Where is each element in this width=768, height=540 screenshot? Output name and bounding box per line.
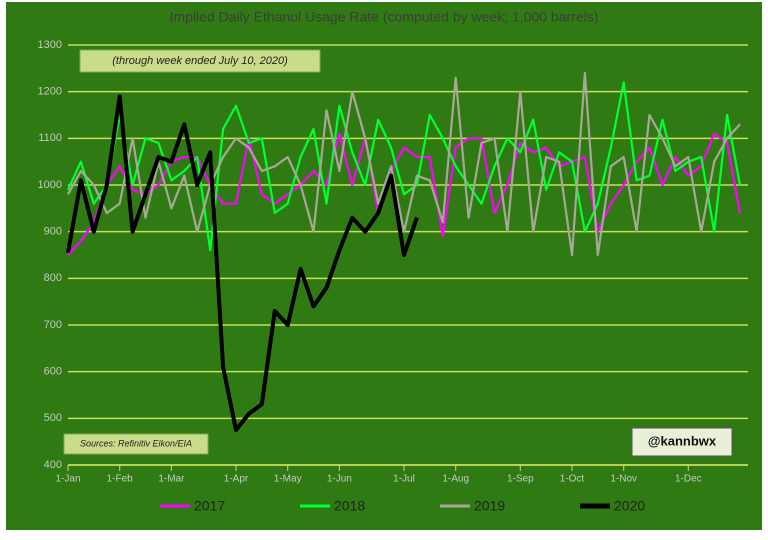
y-tick-label: 1300 xyxy=(38,39,62,51)
series-line xyxy=(66,94,419,432)
x-tick-label: 1-Mar xyxy=(158,474,185,485)
y-tick-label: 500 xyxy=(44,412,62,424)
x-tick-label: 1-Apr xyxy=(224,474,249,485)
y-tick-label: 800 xyxy=(44,272,62,284)
credit-box xyxy=(631,427,733,457)
y-tick-label: 1100 xyxy=(38,132,62,144)
grid: 400 500 600 700 800 900 1000 1100 1200 1300 1-Jan 1… xyxy=(38,39,748,485)
subtitle-box xyxy=(79,49,321,73)
chart-title: Implied Daily Ethanol Usage Rate (comput… xyxy=(170,9,599,25)
y-tick-label: 400 xyxy=(44,459,62,471)
y-tick-label: 600 xyxy=(44,366,62,378)
source: Sources: Refinitiv Eikon/EIA xyxy=(80,438,192,448)
y-tick-label: 1200 xyxy=(38,86,62,98)
x-tick-label: 1-Jul xyxy=(393,474,415,485)
x-tick-label: 1-Aug xyxy=(442,474,469,485)
x-tick-label: 1-May xyxy=(274,474,302,485)
series-line xyxy=(67,71,741,257)
x-tick-label: 1-Nov xyxy=(610,474,637,485)
series-line xyxy=(67,81,742,252)
legend-label: 2019 xyxy=(474,498,505,514)
x-tick-label: 1-Jan xyxy=(55,474,80,485)
credit: @kannbwx xyxy=(648,433,717,448)
x-tick-label: 1-Feb xyxy=(107,474,134,485)
legend-label: 2020 xyxy=(614,498,645,514)
x-tick-label: 1-Jun xyxy=(327,474,352,485)
x-tick-label: 1-Sep xyxy=(507,474,534,485)
legend-label: 2018 xyxy=(334,498,365,514)
x-tick-label: 1-Oct xyxy=(560,474,585,485)
source-box xyxy=(63,433,209,455)
legend-label: 2017 xyxy=(194,498,225,514)
y-tick-label: 1000 xyxy=(38,179,62,191)
y-tick-label: 900 xyxy=(44,226,62,238)
chart-subtitle: (through week ended July 10, 2020) xyxy=(112,55,288,67)
y-tick-label: 700 xyxy=(44,319,62,331)
x-tick-label: 1-Dec xyxy=(675,474,702,485)
